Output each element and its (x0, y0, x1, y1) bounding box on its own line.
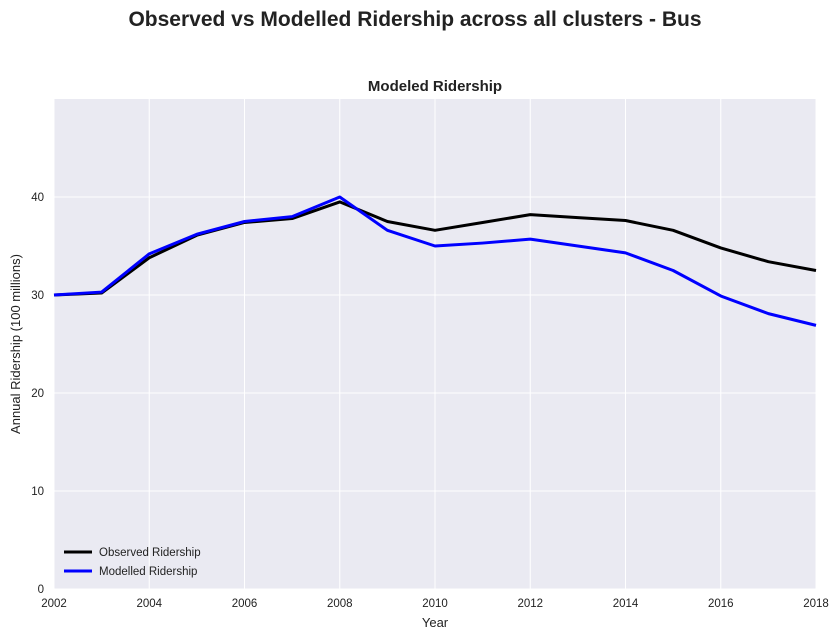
y-tick-label: 10 (31, 486, 44, 498)
y-axis-label: Annual Ridership (100 millions) (8, 254, 23, 434)
x-axis-label: Year (422, 615, 449, 630)
y-tick-label: 40 (31, 192, 44, 204)
figure-title: Observed vs Modelled Ridership across al… (128, 8, 702, 31)
series-lines (53, 195, 817, 327)
x-tick-labels: 2002 2004 2006 2008 2010 2012 2014 2016 2018 (41, 598, 829, 610)
x-tick-label: 2008 (327, 598, 353, 610)
series-line-1 (53, 200, 817, 297)
series-line-2 (53, 195, 817, 327)
x-tick-label: 2014 (613, 598, 639, 610)
y-tick-label: 20 (31, 388, 44, 400)
x-tick-label: 2010 (422, 598, 448, 610)
legend: Observed Ridership Modelled Ridership (64, 547, 201, 578)
x-tick-label: 2016 (708, 598, 734, 610)
x-tick-label: 2012 (517, 598, 543, 610)
legend-label: Modelled Ridership (99, 566, 197, 578)
y-tick-label: 0 (38, 584, 44, 596)
legend-label: Observed Ridership (99, 547, 201, 559)
x-tick-label: 2002 (41, 598, 67, 610)
y-tick-label: 30 (31, 290, 44, 302)
x-tick-label: 2018 (803, 598, 829, 610)
x-tick-label: 2006 (232, 598, 258, 610)
grid-lines (53, 99, 817, 590)
y-tick-labels: 0 10 20 30 40 (31, 192, 44, 596)
x-tick-label: 2004 (136, 598, 162, 610)
chart-title: Modeled Ridership (368, 78, 502, 95)
